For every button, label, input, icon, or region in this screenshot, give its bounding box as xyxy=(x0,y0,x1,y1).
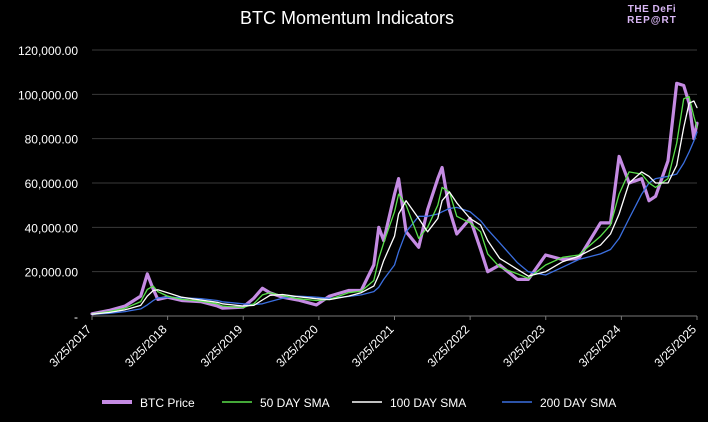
series-line-1 xyxy=(91,95,698,315)
x-tick-label: 3/25/2020 xyxy=(273,322,321,370)
logo-line-2: REP@RT xyxy=(627,15,677,26)
y-tick-label: 20,000.00 xyxy=(25,266,79,280)
y-tick-label: 100,000.00 xyxy=(18,88,78,102)
x-tick-label: 3/25/2017 xyxy=(46,322,94,370)
legend-label: 50 DAY SMA xyxy=(260,396,330,410)
x-tick-label: 3/25/2024 xyxy=(576,322,624,370)
series-line-2 xyxy=(91,100,698,315)
series-lines xyxy=(90,81,699,316)
series-line-3 xyxy=(91,131,698,316)
chart-title: BTC Momentum Indicators xyxy=(240,8,454,28)
defi-report-logo: THE DeFi REP@RT xyxy=(622,4,682,26)
legend-label: 200 DAY SMA xyxy=(540,396,616,410)
x-tick-label: 3/25/2018 xyxy=(122,322,170,370)
y-tick-label: 40,000.00 xyxy=(25,221,79,235)
logo-line-1: THE DeFi xyxy=(627,4,677,15)
y-tick-label: 80,000.00 xyxy=(25,133,79,147)
series-line-0 xyxy=(90,81,699,316)
x-axis-ticks: 3/25/2017 3/25/2018 3/25/2019 3/25/2020 3/25… xyxy=(46,316,699,370)
y-tick-label: - xyxy=(74,310,78,324)
y-axis-ticks: - 20,000.00 40,000.00 60,000.00 80,000.00 100… xyxy=(18,44,78,324)
legend-label: 100 DAY SMA xyxy=(390,396,466,410)
x-tick-label: 3/25/2023 xyxy=(500,322,548,370)
x-tick-label: 3/25/2025 xyxy=(651,322,699,370)
y-tick-label: 60,000.00 xyxy=(25,177,79,191)
gridlines xyxy=(92,49,697,317)
x-tick-label: 3/25/2021 xyxy=(349,322,397,370)
legend-label: BTC Price xyxy=(140,396,195,410)
x-tick-label: 3/25/2019 xyxy=(198,322,246,370)
legend: BTC Price 50 DAY SMA 100 DAY SMA 200 DAY SM… xyxy=(102,396,616,410)
x-tick-label: 3/25/2022 xyxy=(425,322,473,370)
y-tick-label: 120,000.00 xyxy=(18,44,78,58)
